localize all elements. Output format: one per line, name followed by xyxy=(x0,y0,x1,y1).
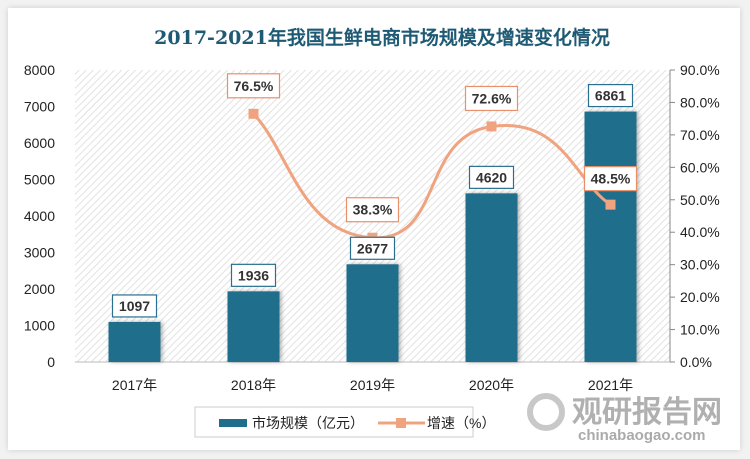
line-data-label: 48.5% xyxy=(591,171,631,187)
bar-data-label: 1936 xyxy=(238,267,269,283)
y-tick-label: 8000 xyxy=(24,62,55,78)
y-tick-label: 6000 xyxy=(24,135,55,151)
bar xyxy=(346,264,399,362)
line-label-box xyxy=(226,73,281,99)
legend-bar-label: 市场规模（亿元） xyxy=(252,415,364,431)
legend-line-label: 增速（%） xyxy=(427,415,495,431)
growth-line xyxy=(252,112,612,240)
y2-tick-label: 30.0% xyxy=(680,257,720,273)
y2-tick-label: 20.0% xyxy=(680,289,720,305)
x-tick-label: 2017年 xyxy=(112,377,157,393)
y2-tick-label: 0.0% xyxy=(680,354,712,370)
bar-data-label: 1097 xyxy=(119,298,150,314)
legend: 市场规模（亿元） 增速（%） xyxy=(194,406,495,438)
x-tick-label: 2020年 xyxy=(469,377,514,393)
bar-data-label: 2677 xyxy=(357,240,388,256)
y2-tick-label: 80.0% xyxy=(680,94,720,110)
watermark-url: chinabaogao.com xyxy=(578,427,706,444)
x-tick-label: 2021年 xyxy=(588,377,633,393)
bar-label-box xyxy=(349,236,396,260)
watermark-logo-icon xyxy=(527,393,565,431)
y-tick-label: 2000 xyxy=(24,281,55,297)
y-tick-label: 0 xyxy=(47,354,55,370)
bar-data-label: 4620 xyxy=(476,169,507,185)
bar-label-box xyxy=(587,83,634,108)
y-tick-label: 7000 xyxy=(24,99,55,115)
bar-label-box xyxy=(468,165,515,189)
y-tick-label: 1000 xyxy=(24,318,55,334)
line-data-label: 38.3% xyxy=(353,202,393,218)
y2-tick-label: 10.0% xyxy=(680,322,720,338)
line-label-box xyxy=(583,166,638,192)
x-tick-label: 2018年 xyxy=(231,377,276,393)
chart-title: 2017-2021年我国生鲜电商市场规模及增速变化情况 xyxy=(154,26,610,49)
line-label-box xyxy=(464,85,519,112)
growth-marker xyxy=(486,121,497,132)
y2-tick-label: 50.0% xyxy=(680,192,720,208)
legend-bar-swatch xyxy=(219,419,247,427)
line-data-label: 76.5% xyxy=(234,78,274,94)
y2-tick-label: 90.0% xyxy=(680,62,720,78)
bar xyxy=(227,291,280,362)
watermark-name: 观研报告网 xyxy=(572,396,722,429)
line-label-box xyxy=(345,197,400,223)
bar xyxy=(465,193,518,362)
bar-label-box xyxy=(230,263,277,287)
x-tick-label: 2019年 xyxy=(350,377,395,393)
growth-marker xyxy=(605,199,616,210)
bar xyxy=(584,111,637,362)
watermark: 观研报告网 chinabaogao.com xyxy=(527,393,722,444)
y2-tick-label: 70.0% xyxy=(680,127,720,143)
legend-line-marker xyxy=(396,418,406,428)
bar-label-box xyxy=(111,294,158,318)
y-tick-label: 5000 xyxy=(24,172,55,188)
bar xyxy=(108,321,161,362)
line-data-label: 72.6% xyxy=(472,90,512,106)
bar-data-label: 6861 xyxy=(595,88,626,104)
y-tick-label: 4000 xyxy=(24,208,55,224)
y2-tick-label: 40.0% xyxy=(680,224,720,240)
y2-tick-label: 60.0% xyxy=(680,159,720,175)
growth-marker xyxy=(248,108,259,119)
y-tick-label: 3000 xyxy=(24,245,55,261)
